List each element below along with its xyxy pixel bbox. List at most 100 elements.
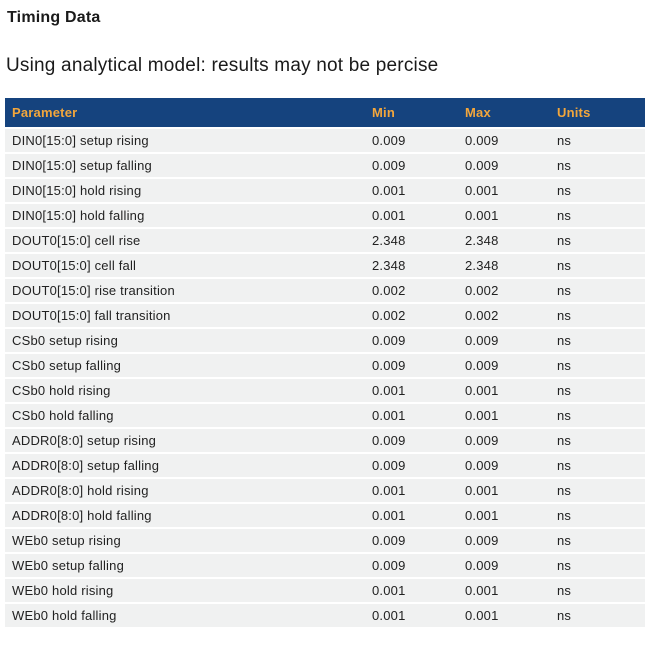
cell-units: ns [550,428,645,454]
cell-max: 0.009 [458,553,550,579]
cell-parameter: DIN0[15:0] setup rising [5,128,365,154]
cell-max: 0.009 [458,528,550,554]
cell-min: 0.002 [365,303,458,329]
cell-parameter: DIN0[15:0] setup falling [5,153,365,179]
cell-max: 2.348 [458,228,550,254]
cell-max: 0.009 [458,153,550,179]
cell-max: 0.009 [458,128,550,154]
cell-units: ns [550,578,645,604]
cell-units: ns [550,203,645,229]
cell-units: ns [550,528,645,554]
cell-max: 0.001 [458,378,550,404]
table-row: ADDR0[8:0] hold falling 0.001 0.001 ns [5,503,645,529]
cell-units: ns [550,503,645,529]
cell-parameter: WEb0 hold falling [5,603,365,629]
cell-min: 0.001 [365,503,458,529]
column-header-min: Min [365,98,458,129]
cell-min: 0.009 [365,353,458,379]
cell-units: ns [550,353,645,379]
cell-min: 0.001 [365,478,458,504]
cell-parameter: WEb0 setup rising [5,528,365,554]
cell-max: 0.009 [458,353,550,379]
page-title: Timing Data [7,9,101,26]
table-row: DIN0[15:0] setup rising 0.009 0.009 ns [5,128,645,154]
column-header-units: Units [550,98,645,129]
cell-min: 0.001 [365,203,458,229]
cell-min: 0.009 [365,453,458,479]
table-row: ADDR0[8:0] setup falling 0.009 0.009 ns [5,453,645,479]
cell-max: 2.348 [458,253,550,279]
cell-max: 0.009 [458,428,550,454]
table-row: DOUT0[15:0] cell fall 2.348 2.348 ns [5,253,645,279]
cell-parameter: DOUT0[15:0] cell fall [5,253,365,279]
cell-units: ns [550,178,645,204]
cell-parameter: WEb0 hold rising [5,578,365,604]
table-body: DIN0[15:0] setup rising 0.009 0.009 ns DIN0[… [5,128,645,629]
table-row: WEb0 hold falling 0.001 0.001 ns [5,603,645,629]
cell-units: ns [550,553,645,579]
cell-parameter: DIN0[15:0] hold falling [5,203,365,229]
cell-units: ns [550,253,645,279]
table-row: CSb0 hold rising 0.001 0.001 ns [5,378,645,404]
cell-min: 0.001 [365,578,458,604]
cell-max: 0.001 [458,203,550,229]
cell-units: ns [550,603,645,629]
table-header: Parameter Min Max Units [5,98,645,129]
cell-min: 0.001 [365,178,458,204]
cell-max: 0.001 [458,503,550,529]
cell-min: 0.009 [365,328,458,354]
cell-max: 0.001 [458,603,550,629]
cell-units: ns [550,378,645,404]
cell-parameter: CSb0 hold rising [5,378,365,404]
cell-parameter: WEb0 setup falling [5,553,365,579]
cell-parameter: CSb0 setup falling [5,353,365,379]
cell-parameter: ADDR0[8:0] setup falling [5,453,365,479]
cell-units: ns [550,328,645,354]
page-subtitle: Using analytical model: results may not … [6,55,439,76]
cell-parameter: DOUT0[15:0] fall transition [5,303,365,329]
table-row: DIN0[15:0] hold rising 0.001 0.001 ns [5,178,645,204]
table-row: CSb0 hold falling 0.001 0.001 ns [5,403,645,429]
cell-min: 0.009 [365,128,458,154]
table-row: CSb0 setup rising 0.009 0.009 ns [5,328,645,354]
table-row: DOUT0[15:0] cell rise 2.348 2.348 ns [5,228,645,254]
cell-min: 0.001 [365,603,458,629]
cell-units: ns [550,153,645,179]
cell-min: 0.009 [365,553,458,579]
cell-min: 0.001 [365,403,458,429]
cell-units: ns [550,303,645,329]
cell-units: ns [550,453,645,479]
table-row: CSb0 setup falling 0.009 0.009 ns [5,353,645,379]
cell-max: 0.009 [458,453,550,479]
table-row: ADDR0[8:0] hold rising 0.001 0.001 ns [5,478,645,504]
timing-table: Parameter Min Max Units DIN0[15:0] setup… [5,98,645,629]
cell-units: ns [550,478,645,504]
table-header-row: Parameter Min Max Units [5,98,645,129]
cell-parameter: DOUT0[15:0] rise transition [5,278,365,304]
table-row: DIN0[15:0] setup falling 0.009 0.009 ns [5,153,645,179]
cell-min: 2.348 [365,228,458,254]
cell-units: ns [550,278,645,304]
cell-parameter: ADDR0[8:0] hold falling [5,503,365,529]
cell-max: 0.002 [458,303,550,329]
cell-min: 0.001 [365,378,458,404]
cell-units: ns [550,403,645,429]
cell-parameter: CSb0 hold falling [5,403,365,429]
table-row: WEb0 setup rising 0.009 0.009 ns [5,528,645,554]
cell-max: 0.001 [458,578,550,604]
cell-parameter: DIN0[15:0] hold rising [5,178,365,204]
cell-parameter: ADDR0[8:0] setup rising [5,428,365,454]
cell-min: 0.009 [365,528,458,554]
cell-max: 0.009 [458,328,550,354]
timing-data-page: Timing Data Using analytical model: resu… [5,9,645,629]
column-header-max: Max [458,98,550,129]
cell-min: 0.009 [365,428,458,454]
column-header-parameter: Parameter [5,98,365,129]
cell-units: ns [550,128,645,154]
table-row: WEb0 hold rising 0.001 0.001 ns [5,578,645,604]
cell-units: ns [550,228,645,254]
cell-min: 0.002 [365,278,458,304]
table-row: ADDR0[8:0] setup rising 0.009 0.009 ns [5,428,645,454]
cell-max: 0.001 [458,403,550,429]
table-row: DIN0[15:0] hold falling 0.001 0.001 ns [5,203,645,229]
